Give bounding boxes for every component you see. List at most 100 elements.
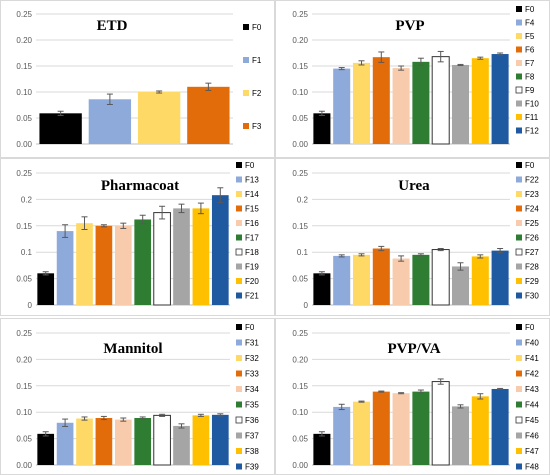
legend-label: F0 [525,323,535,332]
bar [153,212,171,306]
legend-label: F14 [245,190,259,199]
y-tick-label: 0.15 [16,382,32,391]
legend-label: F27 [525,248,539,257]
legend-label: F0 [245,323,255,332]
chart-title: Urea [398,178,430,194]
legend-swatch [516,19,522,26]
bar [95,418,113,465]
legend-label: F18 [245,248,259,257]
legend-swatch [516,386,522,392]
legend-label: F24 [525,205,539,214]
legend-label: F41 [525,354,539,363]
bar [352,62,371,144]
legend-swatch [516,234,522,241]
bar [372,57,390,144]
bar [491,388,509,465]
legend-label: F42 [525,370,539,379]
y-tick-label: 0.25 [292,329,308,338]
legend-swatch [236,234,242,241]
legend-swatch [236,324,242,330]
legend-swatch [516,176,522,183]
legend-label: F28 [525,263,539,272]
bar [333,406,351,465]
legend-label: F43 [525,385,539,394]
legend-label: F38 [245,447,259,456]
legend-swatch [516,100,522,107]
bar [412,61,430,145]
legend-label: F23 [525,190,539,199]
chart-title: Pharmacoat [101,178,179,194]
legend-swatch [516,370,522,377]
legend-label: F46 [525,432,539,441]
legend-label: F37 [245,432,259,441]
y-tick-label: 0.00 [292,140,308,149]
legend-swatch [243,90,249,96]
legend-swatch [516,463,522,470]
chart-title: PVP [395,18,424,34]
bar [56,422,74,465]
bar [192,208,210,305]
y-tick-label: 0.00 [16,461,32,470]
bar [333,255,351,305]
legend-swatch [236,386,242,392]
chart-panel: 0.00 0.05 0.10 0.15 0.20 0.25 PVP F0 F4 F5 F6 F7 F8 F… [275,0,550,158]
legend-label: F0 [245,161,255,170]
legend-label: F31 [245,339,259,348]
legend-label: F36 [245,416,259,425]
bar [352,254,371,305]
legend-label: F32 [245,354,259,363]
bar [134,219,152,305]
bar [471,396,489,465]
legend-swatch [243,123,249,129]
y-tick-label: 0.25 [16,10,32,19]
legend-swatch [516,162,522,168]
chart-panel: 0 0.05 0.1 0.15 0.2 0.25 Urea F0 F22 F23 F24 F25 F26… [275,158,550,316]
bar [153,414,171,466]
chart-panel: 0 0.05 0.1 0.15 0.2 0.25 Pharmacoat F0 F13 F14 F15… [0,158,275,316]
legend-swatch [516,263,522,270]
legend-swatch [516,339,522,346]
bar [173,425,190,465]
legend-label: F39 [245,463,259,472]
y-tick-label: 0.10 [16,88,32,97]
legend-label: F10 [525,100,539,109]
y-tick-label: 0.25 [16,169,32,178]
y-tick-label: 0.20 [292,36,308,45]
bar [95,225,113,305]
legend-swatch [516,73,522,80]
bar [431,381,450,466]
bar [491,54,509,144]
legend-swatch [243,57,249,63]
legend-swatch [516,114,522,120]
bar [412,254,430,305]
legend-label: F25 [525,219,539,228]
legend-label: F0 [252,23,262,32]
bar [192,415,210,465]
y-tick-label: 0 [28,301,33,310]
bar [134,418,152,465]
legend-swatch [236,220,242,226]
legend-label: F29 [525,277,539,286]
legend-swatch [516,46,522,53]
bar [114,225,132,305]
legend-swatch [516,324,522,330]
chart-panel: 0.00 0.05 0.10 0.15 0.20 0.25 ETD F0 F1 F2 F3 [0,0,275,158]
bar [76,418,93,465]
y-tick-label: 0.1 [21,248,33,257]
legend-label: F47 [525,447,539,456]
legend-label: F22 [525,176,539,185]
legend-label: F40 [525,339,539,348]
y-tick-label: 0.05 [16,435,32,444]
y-tick-label: 0.15 [292,382,308,391]
legend-label: F26 [525,234,539,243]
legend-swatch [236,448,242,454]
legend-swatch [516,432,522,439]
bar [114,419,132,465]
y-tick-label: 0.10 [292,408,308,417]
legend-swatch [516,33,522,39]
y-tick-label: 0.05 [292,275,308,284]
bar [491,250,509,305]
y-tick-label: 0.15 [292,222,308,231]
legend-swatch [236,355,242,361]
legend-label: F6 [525,46,535,55]
